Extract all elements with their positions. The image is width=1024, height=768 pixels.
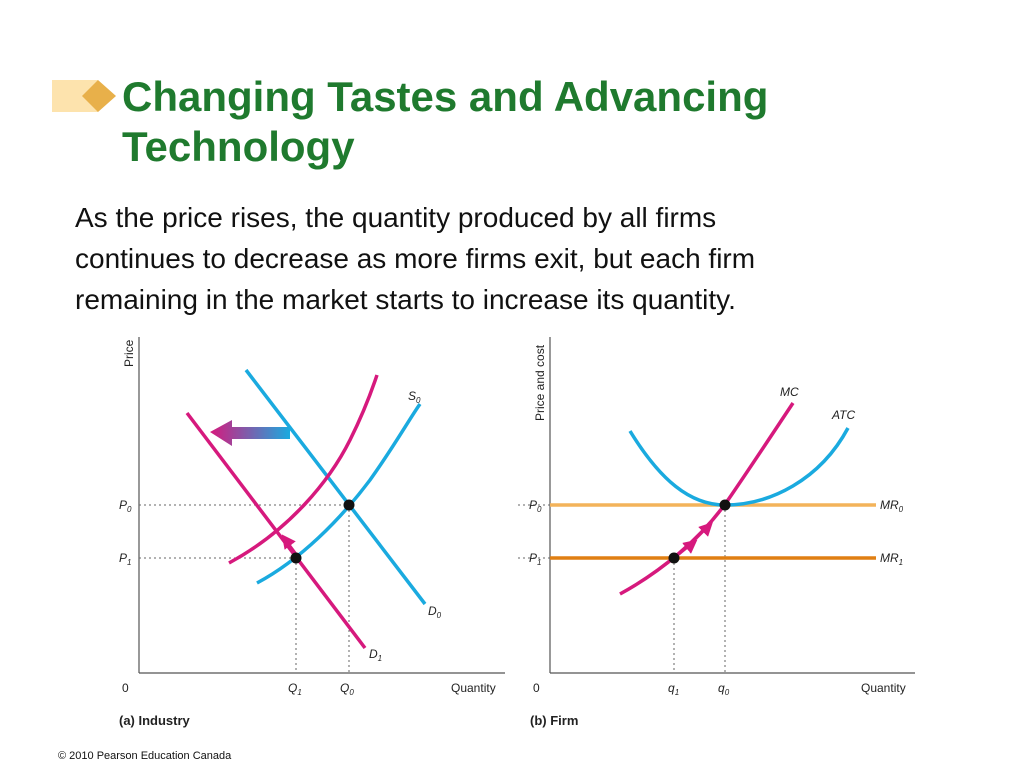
supply-curve-s0: [256, 402, 422, 585]
industry-q0-label: Q0: [340, 681, 354, 697]
demand-d0-label: D0: [428, 604, 442, 620]
firm-x-axis-label: Quantity: [861, 681, 906, 695]
firm-movement-arrow-2: [695, 522, 713, 540]
industry-y-axis-label: Price: [122, 339, 136, 367]
economics-diagram: Price Quantity 0 P0 P1 Q1 Q0 S0 D0 D1 (a…: [119, 337, 915, 728]
firm-q1-label: q1: [668, 681, 679, 697]
marginal-cost-curve: [619, 402, 795, 596]
firm-p0-label: P0: [529, 498, 542, 514]
supply-s0-label: S0: [408, 389, 421, 405]
firm-panel-label: (b) Firm: [530, 713, 578, 728]
title-bullet-icon: [52, 80, 116, 112]
industry-new-equilibrium-point: [290, 552, 302, 564]
industry-initial-equilibrium-point: [343, 499, 355, 511]
body-line-1: As the price rises, the quantity produce…: [75, 202, 717, 233]
firm-movement-arrow: [675, 539, 698, 558]
industry-p0-label: P0: [119, 498, 132, 514]
body-line-3: remaining in the market starts to increa…: [75, 284, 736, 315]
title-line-2: Technology: [122, 123, 355, 170]
average-total-cost-curve: [628, 427, 850, 507]
body-line-2: continues to decrease as more firms exit…: [75, 243, 756, 274]
demand-curve-d0: [244, 368, 427, 606]
industry-panel: Price Quantity 0 P0 P1 Q1 Q0 S0 D0 D1 (a…: [119, 337, 505, 728]
firm-new-point: [668, 552, 680, 564]
mr0-label: MR0: [880, 498, 904, 514]
industry-p1-label: P1: [119, 551, 131, 567]
industry-panel-label: (a) Industry: [119, 713, 191, 728]
mr1-label: MR1: [880, 551, 903, 567]
slide-title: Changing Tastes and Advancing Technology: [122, 72, 1002, 172]
demand-curve-d1: [185, 411, 367, 650]
industry-origin: 0: [122, 681, 129, 695]
body-text: As the price rises, the quantity produce…: [75, 197, 975, 320]
firm-p1-label: P1: [529, 551, 541, 567]
firm-panel: Price and cost Quantity 0 P0 P1 q1 q0 MC…: [518, 337, 915, 728]
industry-x-axis-label: Quantity: [451, 681, 496, 695]
left-shift-arrow-icon: [210, 420, 290, 446]
firm-origin: 0: [533, 681, 540, 695]
title-line-1: Changing Tastes and Advancing: [122, 73, 769, 120]
supply-curve-s1: [228, 374, 379, 565]
industry-q1-label: Q1: [288, 681, 302, 697]
mc-label: MC: [780, 385, 799, 399]
atc-label: ATC: [831, 408, 855, 422]
firm-initial-point: [719, 499, 731, 511]
firm-y-axis-label: Price and cost: [533, 344, 547, 421]
demand-d1-label: D1: [369, 647, 382, 663]
copyright-footer: © 2010 Pearson Education Canada: [58, 750, 232, 762]
firm-q0-label: q0: [718, 681, 730, 697]
